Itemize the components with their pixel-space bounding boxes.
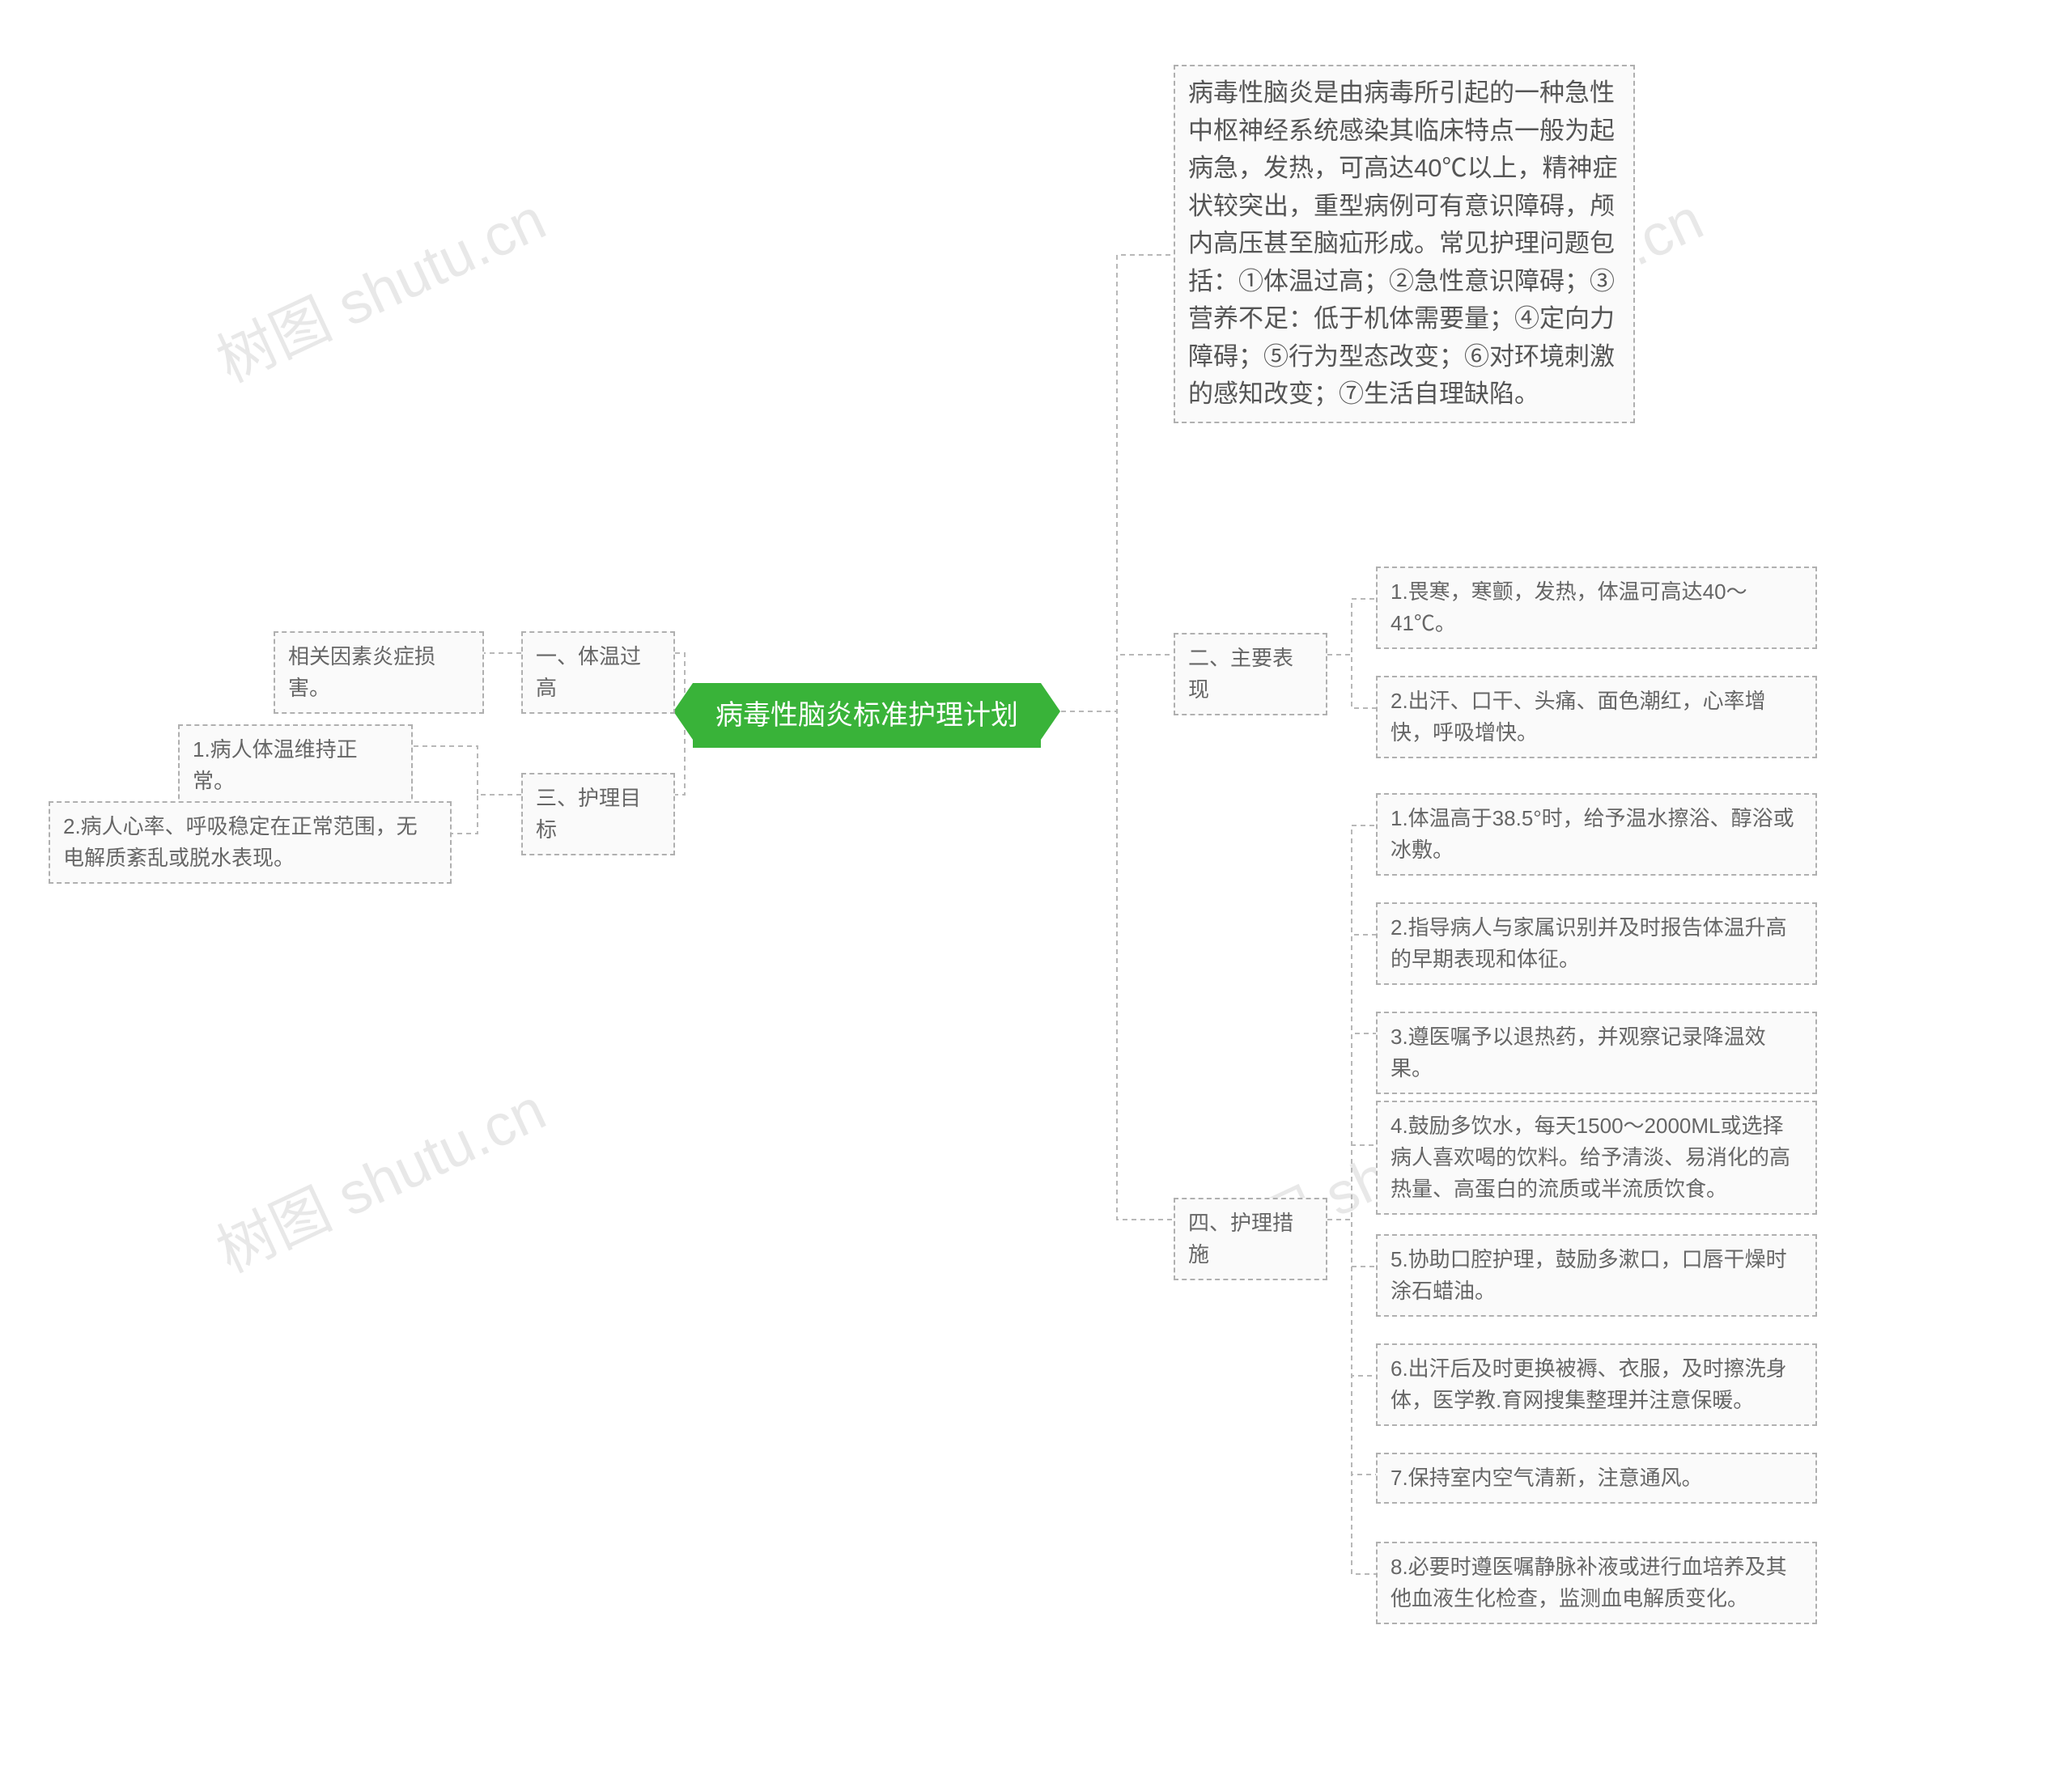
leaf: 2.病人心率、呼吸稳定在正常范围，无电解质紊乱或脱水表现。 — [49, 801, 452, 884]
node-label: 相关因素炎症损害。 — [288, 644, 435, 700]
node-label: 3.遵医嘱予以退热药，并观察记录降温效果。 — [1391, 1025, 1766, 1080]
node-label: 二、主要表现 — [1188, 646, 1293, 702]
node-label: 6.出汗后及时更换被褥、衣服，及时擦洗身体，医学教.育网搜集整理并注意保暖。 — [1391, 1356, 1787, 1412]
intro-node: 病毒性脑炎是由病毒所引起的一种急性中枢神经系统感染其临床特点一般为起病急，发热，… — [1174, 65, 1635, 423]
node-label: 三、护理目标 — [536, 786, 641, 842]
leaf: 5.协助口腔护理，鼓励多漱口，口唇干燥时涂石蜡油。 — [1376, 1234, 1817, 1317]
node-label: 7.保持室内空气清新，注意通风。 — [1391, 1466, 1703, 1490]
node-label: 病毒性脑炎是由病毒所引起的一种急性中枢神经系统感染其临床特点一般为起病急，发热，… — [1188, 79, 1617, 408]
node-label: 2.指导病人与家属识别并及时报告体温升高的早期表现和体征。 — [1391, 915, 1787, 971]
leaf: 4.鼓励多饮水，每天1500～2000ML或选择病人喜欢喝的饮料。给予清淡、易消… — [1376, 1101, 1817, 1215]
leaf: 2.出汗、口干、头痛、面色潮红，心率增快，呼吸增快。 — [1376, 676, 1817, 758]
mindmap-canvas: 树图 shutu.cn 树图 shutu.cn 树图 shutu.cn 树图 s… — [0, 0, 2072, 1778]
branch-right-3: 四、护理措施 — [1174, 1198, 1327, 1280]
leaf: 1.体温高于38.5°时，给予温水擦浴、醇浴或冰敷。 — [1376, 793, 1817, 876]
leaf: 8.必要时遵医嘱静脉补液或进行血培养及其他血液生化检查，监测血电解质变化。 — [1376, 1542, 1817, 1624]
watermark: 树图 shutu.cn — [201, 1063, 557, 1289]
root-node: 病毒性脑炎标准护理计划 — [693, 683, 1041, 748]
node-label: 1.病人体温维持正常。 — [193, 737, 358, 793]
branch-left-1: 一、体温过高 — [521, 631, 675, 714]
leaf: 相关因素炎症损害。 — [274, 631, 484, 714]
leaf: 7.保持室内空气清新，注意通风。 — [1376, 1453, 1817, 1504]
branch-left-2: 三、护理目标 — [521, 773, 675, 855]
node-label: 2.病人心率、呼吸稳定在正常范围，无电解质紊乱或脱水表现。 — [63, 814, 418, 870]
leaf: 3.遵医嘱予以退热药，并观察记录降温效果。 — [1376, 1012, 1817, 1094]
node-label: 4.鼓励多饮水，每天1500～2000ML或选择病人喜欢喝的饮料。给予清淡、易消… — [1391, 1114, 1790, 1201]
node-label: 四、护理措施 — [1188, 1211, 1293, 1267]
node-label: 2.出汗、口干、头痛、面色潮红，心率增快，呼吸增快。 — [1391, 689, 1766, 745]
node-label: 一、体温过高 — [536, 644, 641, 700]
leaf: 1.畏寒，寒颤，发热，体温可高达40～41℃。 — [1376, 566, 1817, 649]
leaf: 1.病人体温维持正常。 — [178, 724, 413, 807]
node-label: 5.协助口腔护理，鼓励多漱口，口唇干燥时涂石蜡油。 — [1391, 1247, 1787, 1303]
leaf: 6.出汗后及时更换被褥、衣服，及时擦洗身体，医学教.育网搜集整理并注意保暖。 — [1376, 1343, 1817, 1426]
root-label: 病毒性脑炎标准护理计划 — [715, 700, 1018, 731]
node-label: 8.必要时遵医嘱静脉补液或进行血培养及其他血液生化检查，监测血电解质变化。 — [1391, 1555, 1787, 1610]
edge-layer — [0, 0, 2072, 1778]
watermark: 树图 shutu.cn — [201, 172, 557, 399]
node-label: 1.体温高于38.5°时，给予温水擦浴、醇浴或冰敷。 — [1391, 806, 1794, 862]
leaf: 2.指导病人与家属识别并及时报告体温升高的早期表现和体征。 — [1376, 902, 1817, 985]
node-label: 1.畏寒，寒颤，发热，体温可高达40～41℃。 — [1391, 579, 1747, 635]
branch-right-2: 二、主要表现 — [1174, 633, 1327, 715]
